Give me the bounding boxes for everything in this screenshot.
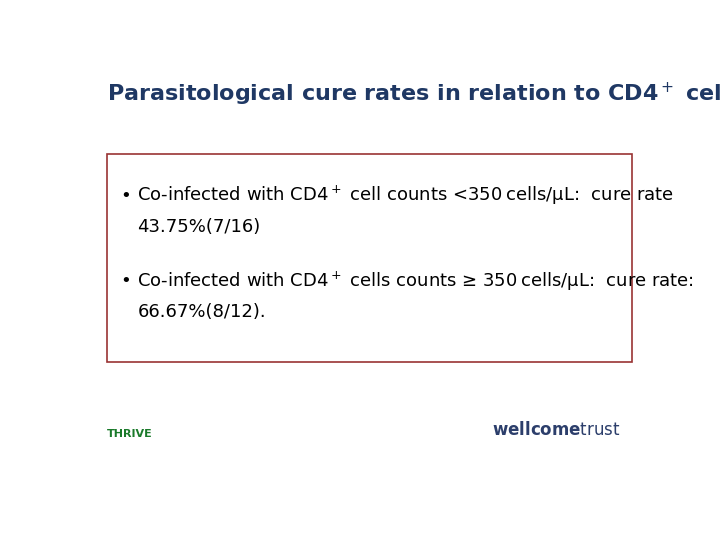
Text: $\bf{wellcome}$trust: $\bf{wellcome}$trust (492, 421, 621, 439)
FancyBboxPatch shape (107, 154, 632, 362)
Text: 43.75%(7/16): 43.75%(7/16) (138, 218, 261, 236)
Text: 66.67%(8/12).: 66.67%(8/12). (138, 303, 266, 321)
Text: Parasitological cure rates in relation to CD4$^+$ cells counts: Parasitological cure rates in relation t… (107, 80, 720, 107)
Text: •: • (121, 187, 132, 205)
Text: Co-infected with CD4$^+$ cells counts ≥ 350 cells/μL:  cure rate:: Co-infected with CD4$^+$ cells counts ≥ … (138, 269, 694, 293)
Text: THRIVE: THRIVE (107, 429, 153, 439)
Text: •: • (121, 272, 132, 290)
Text: Co-infected with CD4$^+$ cell counts <350 cells/μL:  cure rate: Co-infected with CD4$^+$ cell counts <35… (138, 184, 675, 207)
